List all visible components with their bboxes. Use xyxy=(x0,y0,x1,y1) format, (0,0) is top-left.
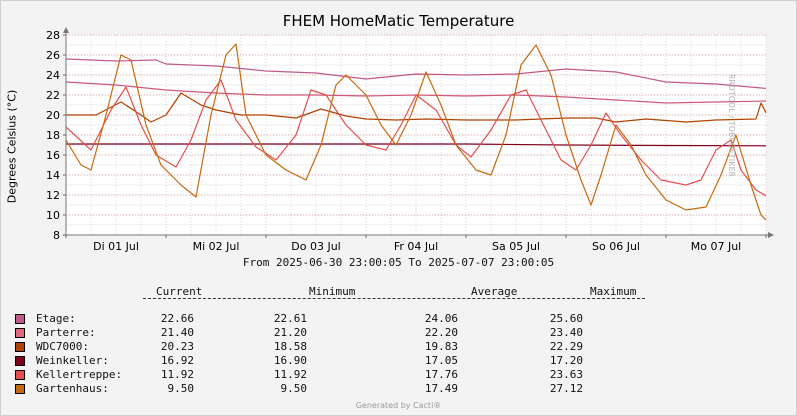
legend-swatch xyxy=(15,356,25,366)
x-tick-label: Di 01 Jul xyxy=(93,240,139,253)
x-tick-label: Sa 05 Jul xyxy=(492,240,540,253)
x-tick-label: So 06 Jul xyxy=(592,240,640,253)
legend-header-maximum: Maximum xyxy=(590,285,637,298)
legend-value-minimum: 11.92 xyxy=(273,368,307,381)
legend-value-minimum: 22.61 xyxy=(273,312,307,325)
time-range: From 2025-06-30 23:00:05 To 2025-07-07 2… xyxy=(242,256,555,269)
y-tick-label: 28 xyxy=(46,29,60,42)
legend-value-maximum: 17.20 xyxy=(549,354,583,367)
legend-label: Gartenhaus: xyxy=(36,382,109,395)
legend-value-minimum: 9.50 xyxy=(280,382,308,395)
legend-swatch xyxy=(15,384,25,394)
x-tick-label: Mo 07 Jul xyxy=(691,240,741,253)
legend-header-current: Current xyxy=(156,285,203,298)
legend-value-average: 17.76 xyxy=(424,368,458,381)
legend-swatch xyxy=(15,314,25,324)
series-line-weinkeller xyxy=(66,143,767,147)
legend-label: Kellertreppe: xyxy=(36,368,123,381)
y-tick-label: 26 xyxy=(46,49,60,62)
x-tick-label: Mi 02 Jul xyxy=(193,240,240,253)
legend-value-current: 9.50 xyxy=(167,382,195,395)
grid xyxy=(65,34,767,236)
legend-header-minimum: Minimum xyxy=(309,285,356,298)
legend-value-average: 24.06 xyxy=(424,312,458,325)
y-tick-label: 20 xyxy=(46,109,60,122)
legend-value-current: 22.66 xyxy=(160,312,194,325)
legend-value-maximum: 22.29 xyxy=(549,340,583,353)
x-tick-label: Do 03 Jul xyxy=(291,240,340,253)
legend-value-maximum: 23.40 xyxy=(549,326,583,339)
y-tick-label: 22 xyxy=(46,89,60,102)
legend-value-average: 17.49 xyxy=(424,382,458,395)
axes: 8 10 12 14 16 18 20 22 24 26 28 Di 01 Jul Mi 02 Jul D… xyxy=(46,27,774,253)
y-tick-label: 24 xyxy=(46,69,60,82)
x-tick-label: Fr 04 Jul xyxy=(394,240,438,253)
legend-value-average: 17.05 xyxy=(424,354,458,367)
legend-label: Parterre: xyxy=(36,326,96,339)
series-line-etage xyxy=(65,58,767,89)
legend-swatch xyxy=(15,328,25,338)
y-tick-label: 18 xyxy=(46,129,60,142)
footer: Generated by Cacti® xyxy=(355,401,442,410)
legend-label: Weinkeller: xyxy=(36,354,109,367)
legend-label: Etage: xyxy=(36,312,76,325)
y-tick-label: 14 xyxy=(46,169,60,182)
legend-value-minimum: 18.58 xyxy=(273,340,307,353)
y-tick-label: 16 xyxy=(46,149,60,162)
watermark: RRDTOOL / TOBI OETIKER xyxy=(727,74,736,178)
legend-value-average: 19.83 xyxy=(424,340,458,353)
legend-value-current: 16.92 xyxy=(160,354,194,367)
legend-value-minimum: 16.90 xyxy=(273,354,307,367)
legend-label: WDC7000: xyxy=(36,340,89,353)
x-axis-arrow xyxy=(768,232,774,238)
y-axis-label: Degrees Celsius (°C) xyxy=(5,89,19,204)
y-tick-label: 10 xyxy=(46,209,60,222)
chart-title: FHEM HomeMatic Temperature xyxy=(282,12,515,30)
legend-value-average: 22.20 xyxy=(424,326,458,339)
y-axis-arrow xyxy=(63,27,69,33)
legend-divider xyxy=(143,298,645,299)
series-line-gartenhaus xyxy=(65,43,767,221)
legend-value-current: 20.23 xyxy=(160,340,194,353)
legend-value-current: 21.40 xyxy=(160,326,194,339)
y-tick-label: 12 xyxy=(46,189,60,202)
y-tick-label: 8 xyxy=(53,229,60,242)
legend-swatch xyxy=(15,342,25,352)
legend-value-maximum: 23.63 xyxy=(549,368,583,381)
series-layer xyxy=(65,43,767,221)
legend-value-current: 11.92 xyxy=(160,368,194,381)
legend-value-maximum: 25.60 xyxy=(549,312,583,325)
series-line-kellertreppe xyxy=(65,79,767,197)
legend-header-average: Average xyxy=(471,285,518,298)
legend-value-minimum: 21.20 xyxy=(273,326,307,339)
legend-swatch xyxy=(15,370,25,380)
legend-value-maximum: 27.12 xyxy=(549,382,583,395)
series-line-wdc7000 xyxy=(66,92,767,123)
